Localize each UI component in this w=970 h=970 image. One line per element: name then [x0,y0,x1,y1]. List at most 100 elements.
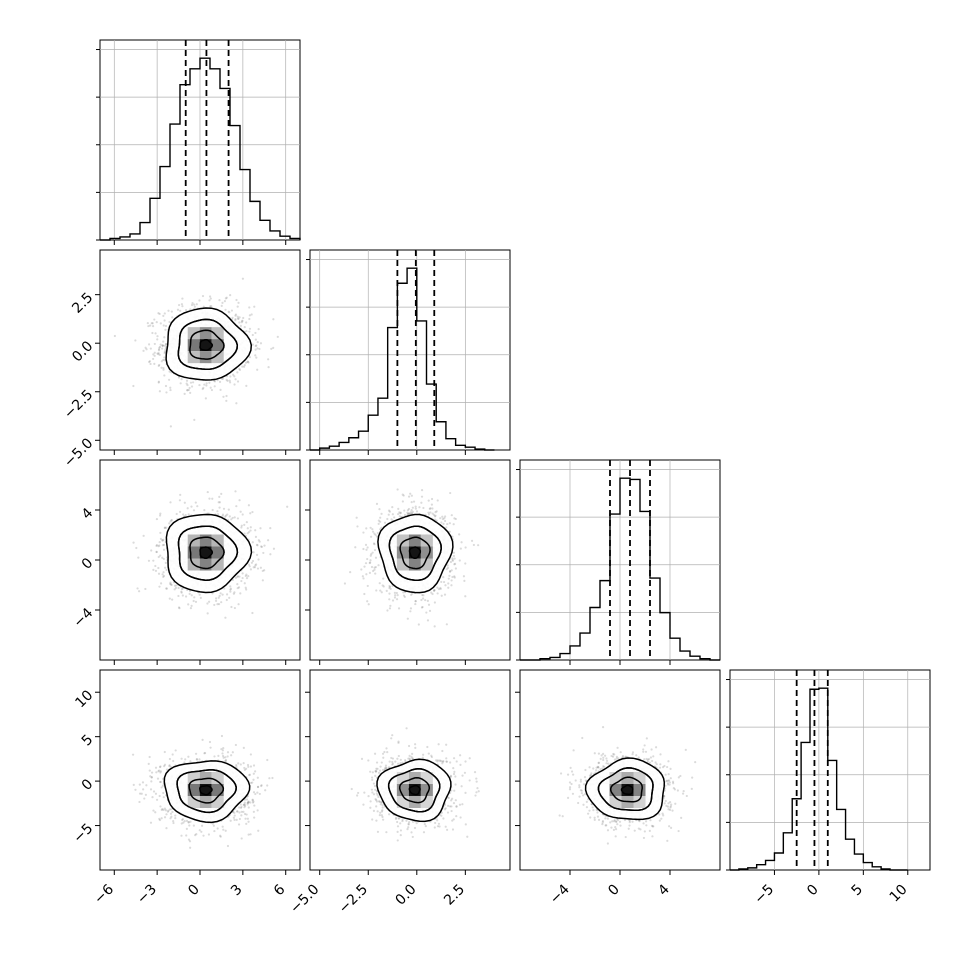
scatter-point [454,562,457,566]
scatter-point [224,308,227,311]
scatter-point [169,501,172,504]
scatter-point [147,559,151,562]
scatter-point [173,588,176,591]
scatter-point [365,527,368,530]
scatter-point [158,540,161,544]
scatter-point [217,603,221,606]
scatter-point [472,543,475,547]
scatter-point [187,388,190,392]
scatter-point [454,517,457,521]
scatter-point [218,495,221,499]
scatter-point [178,499,181,502]
scatter-point [238,367,241,370]
scatter-point [195,303,198,306]
scatter-point [249,529,252,532]
scatter-point [169,425,172,428]
scatter-point [162,777,165,781]
scatter-point [424,598,427,602]
scatter-point [163,351,166,355]
scatter-point [389,587,392,590]
scatter-point [209,746,212,749]
scatter-point [155,771,158,774]
scatter-point [251,611,254,615]
scatter-point [138,800,141,804]
scatter-point [152,357,155,361]
scatter-point [183,501,186,504]
scatter-point [165,391,168,394]
scatter-point [374,556,378,559]
scatter-point [165,526,168,529]
scatter-point [159,582,163,585]
scatter-point [255,543,259,546]
scatter-point [219,388,222,392]
scatter-point [227,508,230,511]
scatter-point [236,575,240,578]
scatter-point [190,303,194,307]
scatter-point [198,383,201,387]
scatter-point [247,801,250,804]
scatter-point [408,512,411,515]
scatter-point [225,593,229,596]
scatter-point [187,603,190,606]
scatter-point [398,515,401,518]
scatter-point [422,594,425,597]
scatter-point [253,305,256,308]
scatter-point [383,521,387,524]
scatter-point [162,340,165,343]
scatter-point [242,365,246,368]
scatter-point [241,576,244,580]
scatter-point [446,564,449,567]
scatter-point [399,512,402,515]
scatter-point [433,601,436,604]
scatter-point [168,370,171,373]
scatter-point [162,324,165,327]
scatter-point [362,531,365,534]
scatter-point [224,514,228,517]
scatter-point [185,834,188,837]
scatter-point [256,544,259,547]
scatter-point [170,583,173,586]
scatter-point [211,497,214,500]
scatter-point [261,579,264,582]
histogram-2 [520,477,720,661]
scatter-point [174,586,178,590]
scatter-point [218,299,221,302]
scatter-point [241,320,244,323]
scatter-point [433,515,437,518]
scatter-point [444,515,447,518]
scatter-point [158,346,161,349]
y-tick-label-2-1: 0 [79,555,97,573]
scatter-point [162,368,165,371]
density-core-cell [408,534,421,547]
scatter-point [213,385,216,388]
scatter-point [186,389,189,392]
scatter-point [441,517,445,521]
scatter-point [179,309,182,312]
scatter-point [159,343,162,346]
scatter-point [194,600,198,603]
scatter-point [373,568,376,571]
scatter-point [218,380,222,383]
scatter-point [387,509,391,512]
density-core-cell [420,558,433,571]
scatter-point [254,344,257,348]
scatter-point [257,327,260,331]
scatter-point [433,589,436,592]
density-core-cell [420,534,433,547]
scatter-point [386,517,389,521]
scatter-point [443,517,446,520]
density-core-cell [187,327,200,340]
scatter-point [210,305,213,308]
scatter-point [194,501,197,504]
scatter-point [375,589,378,592]
scatter-content [113,277,279,428]
scatter-point [252,800,255,803]
scatter-point [428,507,431,510]
scatter-point [213,829,216,833]
scatter-point [162,575,165,578]
scatter-point [225,598,228,602]
scatter-point [222,747,225,750]
scatter-point [236,810,239,813]
scatter-point [189,308,192,311]
scatter-point [451,535,454,538]
